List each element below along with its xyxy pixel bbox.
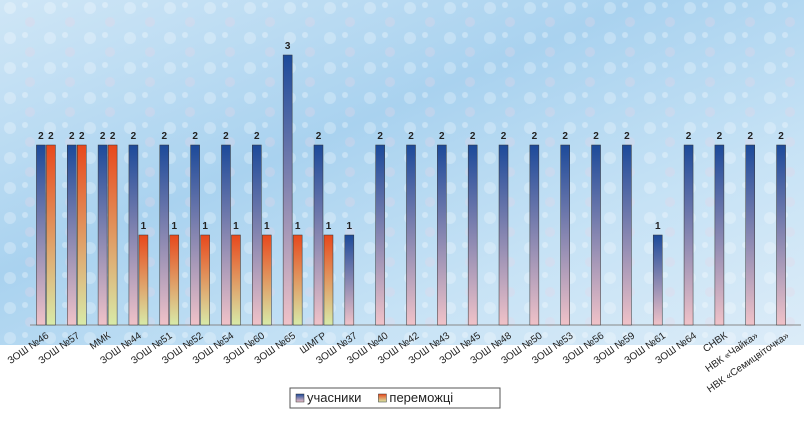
data-label: 2 xyxy=(69,131,75,142)
data-label: 2 xyxy=(79,131,85,142)
bar xyxy=(622,144,632,326)
data-label: 1 xyxy=(141,221,147,232)
legend-label: учасники xyxy=(307,390,361,405)
data-label: 2 xyxy=(778,131,784,142)
bar xyxy=(97,144,108,326)
legend-swatch xyxy=(378,393,387,403)
bar xyxy=(138,234,149,326)
bar xyxy=(652,234,663,326)
data-label: 2 xyxy=(223,131,229,142)
bar xyxy=(498,144,509,326)
bar xyxy=(200,234,210,326)
data-label: 2 xyxy=(624,131,630,142)
data-label: 2 xyxy=(408,131,414,142)
data-label: 1 xyxy=(264,221,270,232)
bar xyxy=(46,144,56,326)
data-label: 1 xyxy=(326,221,332,232)
bar xyxy=(776,144,786,326)
legend-box xyxy=(289,387,501,409)
data-label: 2 xyxy=(161,131,167,142)
bar xyxy=(313,144,324,326)
data-label: 1 xyxy=(202,221,208,232)
bar xyxy=(262,234,272,326)
bar xyxy=(36,144,46,326)
data-label: 2 xyxy=(470,131,476,142)
bar xyxy=(375,144,385,326)
data-label: 2 xyxy=(131,131,137,142)
bar xyxy=(231,234,241,326)
bar xyxy=(169,234,180,326)
bar xyxy=(128,144,139,326)
data-label: 2 xyxy=(501,131,507,142)
bar xyxy=(683,144,694,326)
data-label: 1 xyxy=(233,221,239,232)
bar xyxy=(467,144,478,326)
data-label: 2 xyxy=(192,131,198,142)
bar xyxy=(221,144,231,326)
legend-swatch xyxy=(295,393,305,403)
bar xyxy=(107,144,118,326)
data-label: 1 xyxy=(655,221,661,232)
bar xyxy=(190,144,200,326)
bar xyxy=(560,144,570,326)
bar xyxy=(714,144,725,326)
plot-texture xyxy=(0,0,804,345)
data-label: 2 xyxy=(48,131,54,142)
data-label: 3 xyxy=(285,41,291,52)
legend-label: переможці xyxy=(389,390,453,405)
bar xyxy=(437,144,447,326)
data-label: 2 xyxy=(686,131,692,142)
bar xyxy=(591,144,601,326)
bar xyxy=(529,144,540,326)
bar xyxy=(77,144,87,326)
data-label: 1 xyxy=(171,221,177,232)
data-label: 2 xyxy=(316,131,322,142)
bar xyxy=(252,144,262,326)
bar xyxy=(344,234,355,326)
bar xyxy=(406,144,416,326)
data-label: 2 xyxy=(439,131,445,142)
data-label: 2 xyxy=(717,131,723,142)
data-label: 2 xyxy=(38,131,44,142)
bar xyxy=(745,144,755,326)
bar xyxy=(67,144,77,326)
data-label: 2 xyxy=(100,131,106,142)
bar xyxy=(159,144,170,326)
bar xyxy=(323,234,334,326)
data-label: 2 xyxy=(377,131,383,142)
data-label: 2 xyxy=(747,131,753,142)
data-label: 1 xyxy=(347,221,353,232)
data-label: 2 xyxy=(254,131,260,142)
bar xyxy=(282,54,293,326)
data-label: 2 xyxy=(562,131,568,142)
bar xyxy=(292,234,303,326)
data-label: 1 xyxy=(295,221,301,232)
data-label: 2 xyxy=(593,131,599,142)
data-label: 2 xyxy=(110,131,116,142)
data-label: 2 xyxy=(532,131,538,142)
